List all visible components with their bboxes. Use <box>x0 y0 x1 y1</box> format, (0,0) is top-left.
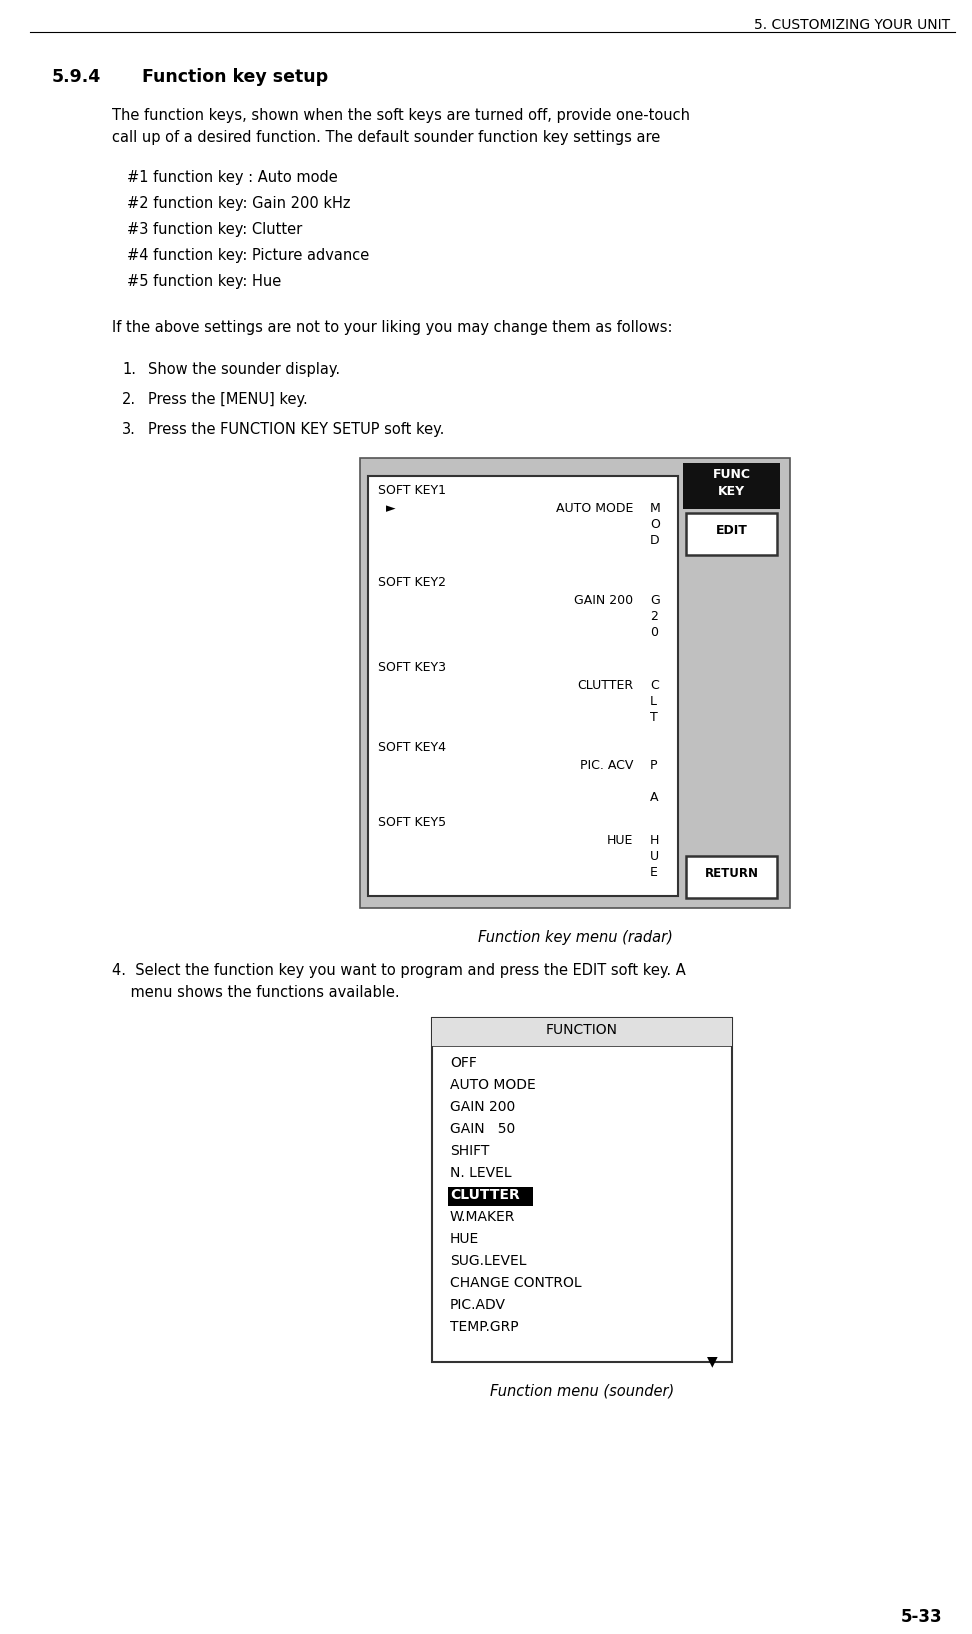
Text: N. LEVEL: N. LEVEL <box>450 1167 511 1180</box>
Text: 5. CUSTOMIZING YOUR UNIT: 5. CUSTOMIZING YOUR UNIT <box>754 18 950 33</box>
Text: AUTO MODE: AUTO MODE <box>450 1078 536 1092</box>
Text: Show the sounder display.: Show the sounder display. <box>148 363 340 377</box>
Text: U: U <box>650 850 659 863</box>
Text: 5-33: 5-33 <box>900 1608 942 1626</box>
Text: KEY: KEY <box>718 485 746 498</box>
Text: 2: 2 <box>650 609 658 623</box>
Bar <box>360 458 790 909</box>
Text: FUNC: FUNC <box>712 467 750 480</box>
Text: EDIT: EDIT <box>715 525 747 538</box>
Text: W.MAKER: W.MAKER <box>450 1211 515 1224</box>
Text: #2 function key: Gain 200 kHz: #2 function key: Gain 200 kHz <box>127 196 351 211</box>
Text: #4 function key: Picture advance: #4 function key: Picture advance <box>127 248 369 263</box>
Text: Function key menu (radar): Function key menu (radar) <box>477 930 673 944</box>
Text: RETURN: RETURN <box>705 868 758 881</box>
Bar <box>686 856 777 899</box>
Text: AUTO MODE: AUTO MODE <box>556 502 633 515</box>
Text: OFF: OFF <box>450 1056 477 1070</box>
Text: GAIN 200: GAIN 200 <box>573 595 633 606</box>
Text: GAIN 200: GAIN 200 <box>450 1100 515 1114</box>
Bar <box>432 1018 732 1363</box>
Text: ►: ► <box>386 502 396 515</box>
Text: #5 function key: Hue: #5 function key: Hue <box>127 275 281 289</box>
Text: Function key setup: Function key setup <box>142 69 329 87</box>
Text: CHANGE CONTROL: CHANGE CONTROL <box>450 1276 581 1289</box>
Text: Function menu (sounder): Function menu (sounder) <box>490 1384 675 1399</box>
Text: C: C <box>650 680 659 693</box>
Bar <box>368 475 678 895</box>
Text: CLUTTER: CLUTTER <box>450 1188 520 1203</box>
Text: CLUTTER: CLUTTER <box>576 680 633 693</box>
Text: #1 function key : Auto mode: #1 function key : Auto mode <box>127 170 337 185</box>
Text: H: H <box>650 833 659 846</box>
Text: SOFT KEY4: SOFT KEY4 <box>378 740 446 753</box>
Text: PIC.ADV: PIC.ADV <box>450 1297 506 1312</box>
Text: O: O <box>650 518 660 531</box>
Text: A: A <box>650 791 658 804</box>
Text: D: D <box>650 534 660 547</box>
Bar <box>448 1186 533 1206</box>
Text: P: P <box>650 760 657 771</box>
Text: call up of a desired function. The default sounder function key settings are: call up of a desired function. The defau… <box>112 131 660 145</box>
Text: T: T <box>650 711 658 724</box>
Text: SUG.LEVEL: SUG.LEVEL <box>450 1253 527 1268</box>
Text: The function keys, shown when the soft keys are turned off, provide one-touch: The function keys, shown when the soft k… <box>112 108 690 123</box>
Bar <box>432 1018 732 1046</box>
Text: 2.: 2. <box>122 392 136 407</box>
Text: If the above settings are not to your liking you may change them as follows:: If the above settings are not to your li… <box>112 320 673 335</box>
Text: 4.  Select the function key you want to program and press the EDIT soft key. A: 4. Select the function key you want to p… <box>112 962 686 979</box>
Text: G: G <box>650 595 660 606</box>
Text: M: M <box>650 502 661 515</box>
Text: TEMP.GRP: TEMP.GRP <box>450 1320 519 1333</box>
Text: Press the [MENU] key.: Press the [MENU] key. <box>148 392 308 407</box>
Text: menu shows the functions available.: menu shows the functions available. <box>112 985 399 1000</box>
Text: ▼: ▼ <box>707 1355 717 1368</box>
Text: PIC. ACV: PIC. ACV <box>579 760 633 771</box>
Text: SOFT KEY5: SOFT KEY5 <box>378 815 446 828</box>
Text: #3 function key: Clutter: #3 function key: Clutter <box>127 222 302 237</box>
Text: Press the FUNCTION KEY SETUP soft key.: Press the FUNCTION KEY SETUP soft key. <box>148 422 444 436</box>
Text: SOFT KEY2: SOFT KEY2 <box>378 577 446 588</box>
Text: 0: 0 <box>650 626 658 639</box>
Text: SOFT KEY3: SOFT KEY3 <box>378 662 446 673</box>
Text: 1.: 1. <box>122 363 136 377</box>
Text: L: L <box>650 694 657 708</box>
Text: SHIFT: SHIFT <box>450 1144 489 1159</box>
Text: 5.9.4: 5.9.4 <box>52 69 101 87</box>
Text: FUNCTION: FUNCTION <box>546 1023 618 1038</box>
Bar <box>686 513 777 556</box>
Text: 3.: 3. <box>122 422 136 436</box>
Bar <box>683 462 780 510</box>
Text: HUE: HUE <box>607 833 633 846</box>
Text: SOFT KEY1: SOFT KEY1 <box>378 484 446 497</box>
Text: GAIN   50: GAIN 50 <box>450 1123 515 1136</box>
Text: HUE: HUE <box>450 1232 479 1247</box>
Text: E: E <box>650 866 658 879</box>
